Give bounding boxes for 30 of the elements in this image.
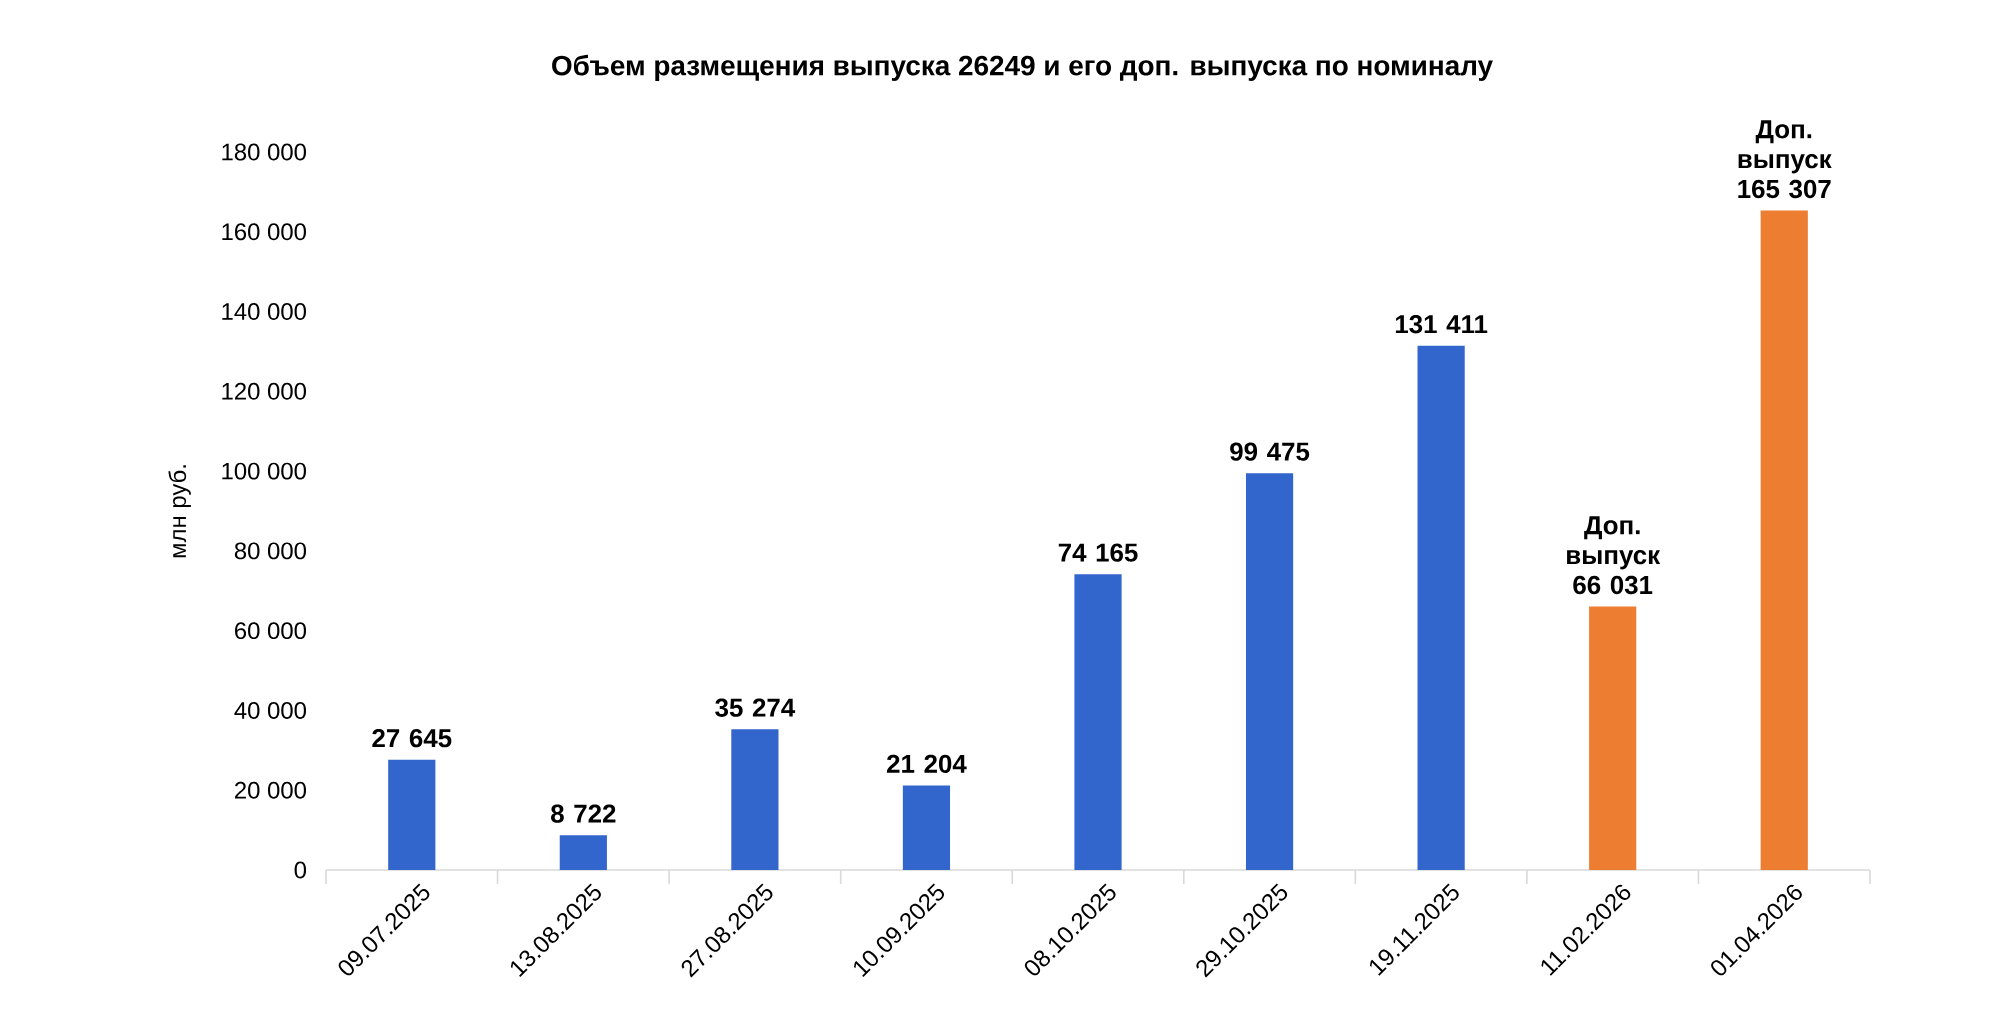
y-axis-title: млн руб. (168, 465, 191, 558)
data-label: 21 204 (887, 754, 967, 774)
data-label: 8 722 (551, 804, 616, 823)
bar (559, 835, 607, 870)
y-tick-label: 0 (294, 861, 307, 879)
y-tick-label: 180 000 (222, 143, 306, 161)
data-label: Доп. выпуск 165 307 (1738, 120, 1832, 199)
data-label: 27 645 (372, 728, 452, 748)
y-tick-label: 20 000 (235, 781, 306, 799)
data-label: Доп. выпуск 66 031 (1567, 516, 1661, 595)
bar (388, 759, 436, 870)
data-label: 74 165 (1058, 543, 1138, 562)
bar (902, 785, 951, 870)
y-tick-label: 80 000 (234, 542, 306, 560)
data-label: 35 274 (715, 698, 796, 717)
data-label: 99 475 (1230, 442, 1310, 461)
bar (1245, 473, 1294, 870)
y-tick-label: 120 000 (222, 382, 306, 400)
y-tick-label: 160 000 (222, 223, 306, 241)
bar (1589, 606, 1637, 870)
data-label: 131 411 (1395, 315, 1488, 334)
bar (1417, 345, 1465, 870)
chart-title: Объем размещения выпуска 26249 и его доп. выпуска по номиналу (552, 54, 1493, 81)
y-tick-label: 40 000 (234, 701, 306, 719)
bar (1074, 574, 1122, 870)
y-tick-label: 100 000 (222, 462, 306, 480)
bar (1760, 210, 1808, 870)
y-tick-label: 140 000 (222, 303, 306, 320)
bar (731, 729, 779, 870)
y-tick-label: 60 000 (235, 622, 306, 640)
